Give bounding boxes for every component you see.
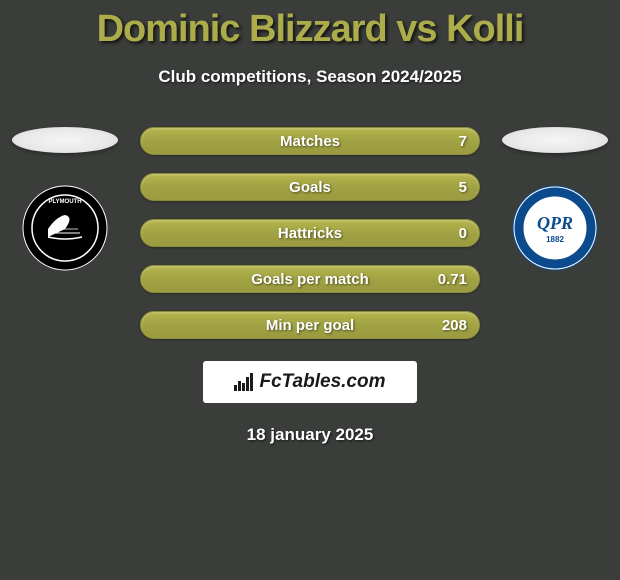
stat-label: Goals per match <box>251 271 369 288</box>
stat-row-hattricks: Hattricks 0 <box>140 219 480 247</box>
left-crest: PLYMOUTH <box>22 185 108 271</box>
svg-text:1882: 1882 <box>546 235 564 244</box>
stat-value-right: 0 <box>459 225 467 242</box>
subtitle: Club competitions, Season 2024/2025 <box>0 67 620 87</box>
stat-row-matches: Matches 7 <box>140 127 480 155</box>
stat-label: Hattricks <box>278 225 342 242</box>
left-column: PLYMOUTH <box>10 127 120 271</box>
stats-list: Matches 7 Goals 5 Hattricks 0 Goals per … <box>140 127 480 339</box>
left-ellipse <box>12 127 118 153</box>
stat-value-right: 7 <box>459 133 467 150</box>
stat-row-goals: Goals 5 <box>140 173 480 201</box>
stat-label: Min per goal <box>266 317 354 334</box>
plymouth-crest-icon: PLYMOUTH <box>22 185 108 271</box>
svg-text:QPR: QPR <box>537 213 573 233</box>
stat-value-right: 5 <box>459 179 467 196</box>
qpr-crest-icon: QPR 1882 QUEENS PARK RANGERS <box>512 185 598 271</box>
page-title: Dominic Blizzard vs Kolli <box>0 0 620 51</box>
branding-text: FcTables.com <box>259 371 385 393</box>
right-column: QPR 1882 QUEENS PARK RANGERS <box>500 127 610 271</box>
svg-text:PLYMOUTH: PLYMOUTH <box>48 199 81 205</box>
right-ellipse <box>502 127 608 153</box>
right-crest: QPR 1882 QUEENS PARK RANGERS <box>512 185 598 271</box>
stat-value-right: 0.71 <box>438 271 467 288</box>
chart-icon <box>234 373 253 391</box>
stat-label: Matches <box>280 133 340 150</box>
stat-label: Goals <box>289 179 331 196</box>
branding-badge[interactable]: FcTables.com <box>203 361 417 403</box>
comparison-content: PLYMOUTH Matches 7 Goals 5 Hattricks 0 G… <box>0 127 620 339</box>
stat-row-mpg: Min per goal 208 <box>140 311 480 339</box>
date-label: 18 january 2025 <box>0 425 620 445</box>
stat-value-right: 208 <box>442 317 467 334</box>
stat-row-gpm: Goals per match 0.71 <box>140 265 480 293</box>
